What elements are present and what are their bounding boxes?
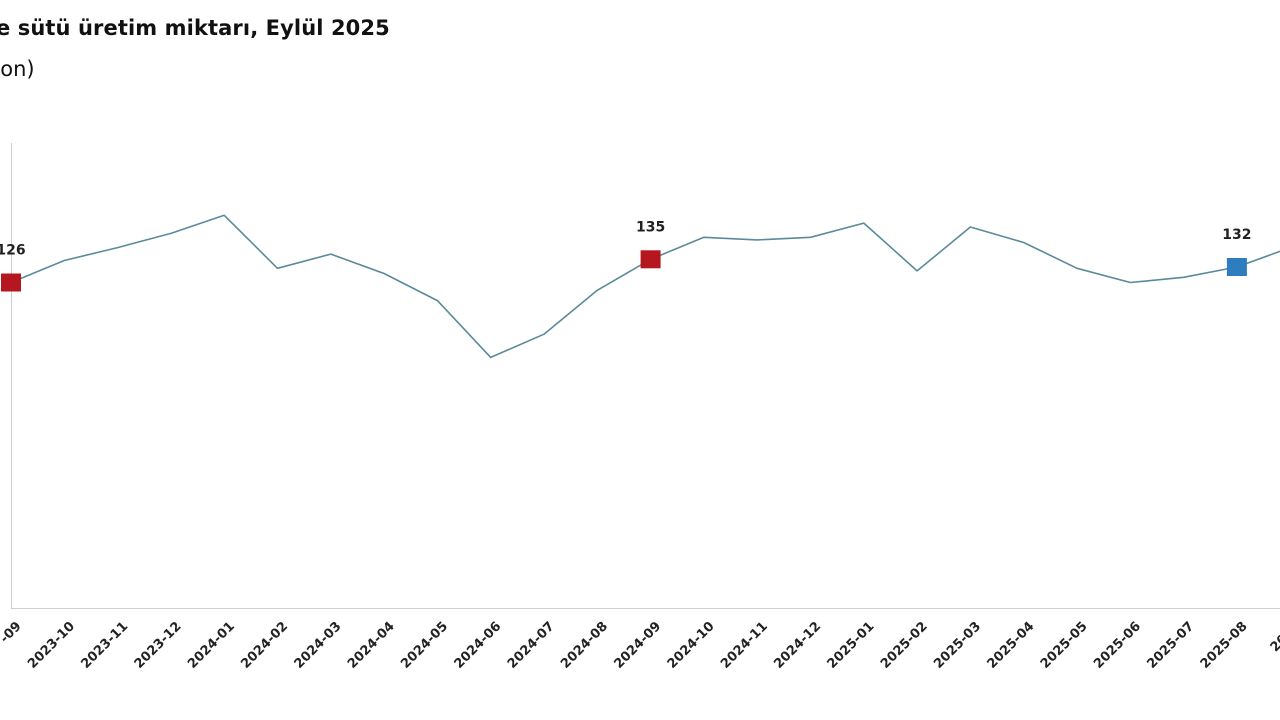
x-tick-label: 2025-06 xyxy=(1091,619,1144,672)
svg-text:2024-01: 2024-01 xyxy=(185,619,238,672)
svg-text:2024-09: 2024-09 xyxy=(611,619,664,672)
svg-text:2024-05: 2024-05 xyxy=(398,619,451,672)
svg-text:2024-06: 2024-06 xyxy=(452,619,505,672)
x-tick-label: 2025-01 xyxy=(825,619,878,672)
svg-text:2024-12: 2024-12 xyxy=(771,619,824,672)
chart-subtitle: ton) xyxy=(0,57,35,81)
x-tick-label: 2024-09 xyxy=(611,619,664,672)
x-tick-label: 2024-03 xyxy=(292,619,345,672)
x-tick-label: 2023-10 xyxy=(25,619,78,672)
data-point-marker xyxy=(1226,258,1247,276)
svg-text:2024-03: 2024-03 xyxy=(292,619,345,672)
x-tick-label: -09 xyxy=(0,619,25,646)
x-tick-label: 2024-06 xyxy=(452,619,505,672)
svg-text:2025-02: 2025-02 xyxy=(878,619,931,672)
svg-text:2024-10: 2024-10 xyxy=(665,619,718,672)
svg-text:2025-01: 2025-01 xyxy=(825,619,878,672)
x-tick-label: 2024-05 xyxy=(398,619,451,672)
x-tick-label: 2024-08 xyxy=(558,619,611,672)
data-point-label: 135 xyxy=(636,219,665,235)
x-tick-label: 2024-02 xyxy=(238,619,291,672)
x-tick-labels: -09 2023-10 2023-11 2023-12 2024-01 2024-02 20… xyxy=(0,619,1280,672)
x-tick-label: 2023-11 xyxy=(78,619,131,672)
data-point-label: 132 xyxy=(1222,227,1251,243)
svg-text:2023-10: 2023-10 xyxy=(25,619,78,672)
svg-text:2025-08: 2025-08 xyxy=(1198,619,1251,672)
x-tick-label: 2025-05 xyxy=(1038,619,1091,672)
svg-text:2024-08: 2024-08 xyxy=(558,619,611,672)
svg-text:2025-07: 2025-07 xyxy=(1144,619,1197,672)
x-tick-label: 2025 xyxy=(1268,619,1280,655)
x-tick-label: 2024-11 xyxy=(718,619,771,672)
series-line xyxy=(10,214,1280,359)
svg-text:2025-05: 2025-05 xyxy=(1038,619,1091,672)
svg-text:2025: 2025 xyxy=(1268,619,1280,655)
data-point-marker xyxy=(640,250,661,269)
x-tick-label: 2025-08 xyxy=(1198,619,1251,672)
svg-text:2023-12: 2023-12 xyxy=(132,619,185,672)
x-tick-label: 2025-03 xyxy=(931,619,984,672)
svg-text:2023-11: 2023-11 xyxy=(78,619,131,672)
svg-text:2025-06: 2025-06 xyxy=(1091,619,1144,672)
svg-text:-09: -09 xyxy=(0,619,25,646)
highlight-markers: 1261351321 xyxy=(0,219,1252,292)
svg-text:2025-03: 2025-03 xyxy=(931,619,984,672)
x-tick-label: 2025-07 xyxy=(1144,619,1197,672)
x-tick-label: 2025-04 xyxy=(985,619,1038,672)
x-tick-label: 2024-04 xyxy=(345,619,398,672)
x-tick-label: 2024-12 xyxy=(771,619,824,672)
x-tick-label: 2023-12 xyxy=(132,619,185,672)
data-point-label: 126 xyxy=(0,243,26,259)
x-tick-label: 2025-02 xyxy=(878,619,931,672)
x-tick-label: 2024-01 xyxy=(185,619,238,672)
svg-text:2024-07: 2024-07 xyxy=(505,619,558,672)
x-tick-label: 2024-10 xyxy=(665,619,718,672)
svg-text:2025-04: 2025-04 xyxy=(985,619,1038,672)
svg-text:2024-02: 2024-02 xyxy=(238,619,291,672)
chart-title: e sütü üretim miktarı, Eylül 2025 xyxy=(0,16,390,40)
data-point-marker xyxy=(1,273,21,292)
svg-text:2024-11: 2024-11 xyxy=(718,619,771,672)
x-tick-label: 2024-07 xyxy=(505,619,558,672)
svg-text:2024-04: 2024-04 xyxy=(345,619,398,672)
